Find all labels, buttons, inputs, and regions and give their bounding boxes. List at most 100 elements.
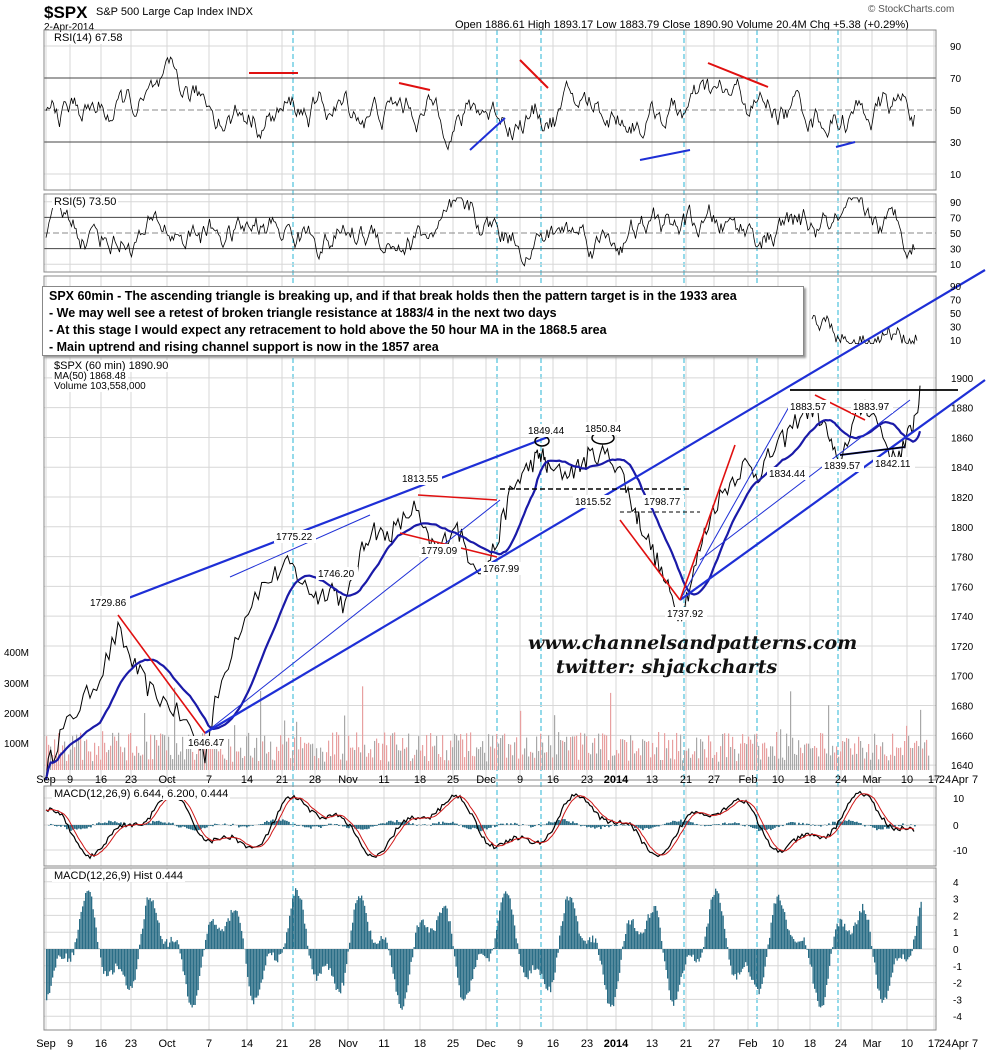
hist-bar [838, 926, 840, 949]
hist-bar [917, 916, 919, 949]
hist-bar [641, 933, 643, 949]
volume-bar [402, 737, 404, 770]
macd-diff-bar [320, 825, 322, 829]
price-label-bg [822, 459, 864, 472]
hist-bar [467, 949, 469, 993]
macd-diff-bar [516, 823, 518, 825]
macd-diff-bar [592, 825, 594, 828]
volume-bar [536, 736, 538, 770]
hist-bar [301, 899, 303, 949]
hist-bar [778, 894, 780, 949]
macd-diff-bar [864, 825, 866, 827]
hist-bar [715, 888, 717, 949]
macd-diff-bar [244, 825, 246, 827]
macd-diff-bar [204, 825, 206, 829]
volume-bar [362, 686, 364, 770]
hist-bar [716, 891, 718, 949]
hist-bar [640, 932, 642, 949]
hist-bar [614, 949, 616, 998]
macd-diff-bar [494, 825, 496, 828]
price-label-bg [526, 424, 568, 437]
volume-bar [184, 759, 186, 770]
hist-bar [307, 945, 309, 949]
hist-bar [520, 949, 522, 966]
volume-bar [436, 736, 438, 770]
hist-bar [187, 949, 189, 997]
hist-bar [538, 949, 540, 970]
volume-bar [584, 733, 586, 770]
hist-bar [803, 937, 805, 949]
hist-bar [140, 933, 142, 949]
hist-bar [461, 949, 463, 999]
hist-bar [875, 949, 877, 975]
volume-bar [254, 747, 256, 770]
volume-bar [378, 743, 380, 770]
hist-bar [826, 949, 828, 986]
hist-bar [224, 926, 226, 949]
macd-diff-bar [554, 821, 556, 825]
hist-bar [73, 949, 75, 956]
macd-diff-bar [914, 825, 916, 827]
volume-bar [850, 748, 852, 770]
hist-bar [328, 949, 330, 970]
volume-bar [622, 739, 624, 770]
hist-bar [872, 949, 874, 957]
volume-bar [868, 744, 870, 770]
price-label-tag: 1842.11 [873, 457, 915, 470]
volume-bar [614, 755, 616, 770]
volume-bar [338, 734, 340, 770]
hist-bar [764, 949, 766, 967]
hist-bar [682, 949, 684, 974]
macd-diff-bar [106, 822, 108, 825]
macd-diff-bar [208, 825, 210, 826]
macd-diff-bar [548, 821, 550, 825]
hist-bar [112, 949, 114, 975]
hist-bar [226, 921, 228, 949]
volume-bar [884, 754, 886, 770]
hist-bar [275, 949, 277, 961]
macd-diff-bar [844, 820, 846, 825]
rsi14-series [45, 56, 915, 151]
hist-bar [145, 905, 147, 949]
macd-diff-bar [284, 820, 286, 825]
hist-bar [860, 912, 862, 949]
price-label-bg [274, 530, 316, 543]
volume-bar [924, 742, 926, 770]
x-tick: 17 [928, 774, 940, 786]
panel-rsi14 [43, 29, 937, 191]
volume-bar [546, 752, 548, 770]
volume-bar [522, 754, 524, 770]
volume-bar [724, 733, 726, 770]
price-label-tag: 1646.47 [186, 736, 228, 749]
hist-bar [340, 949, 342, 994]
hist-bar [901, 949, 903, 959]
hist-bar [428, 932, 430, 949]
hist-bar [209, 921, 211, 949]
hist-bar [596, 942, 598, 949]
volume-bar [574, 736, 576, 770]
macd-diff-bar [376, 825, 378, 826]
volume-bar [408, 733, 410, 770]
hist-bar [868, 919, 870, 949]
hist-bar [95, 927, 97, 949]
hist-bar [584, 940, 586, 949]
hist-bar [257, 949, 259, 996]
volume-bar [620, 739, 622, 770]
macd-diff-bar [560, 820, 562, 825]
hist-bar [581, 938, 583, 949]
macd-diff-bar [496, 825, 498, 827]
volume-bar [302, 748, 304, 770]
macd-diff-bar [302, 825, 304, 827]
macd-diff-bar [616, 825, 618, 827]
macd-diff-bar [384, 823, 386, 825]
rsi-arrow [835, 141, 856, 148]
hist-bar [713, 894, 715, 949]
rsi5-tick: 50 [950, 229, 962, 240]
hist-bar [178, 944, 180, 949]
macd-diff-bar [66, 825, 68, 830]
price-tick: 1720 [951, 642, 974, 653]
hist-bar [442, 908, 444, 949]
volume-bar [432, 746, 434, 770]
volume-bar [116, 740, 118, 770]
macd-diff-bar [444, 822, 446, 825]
